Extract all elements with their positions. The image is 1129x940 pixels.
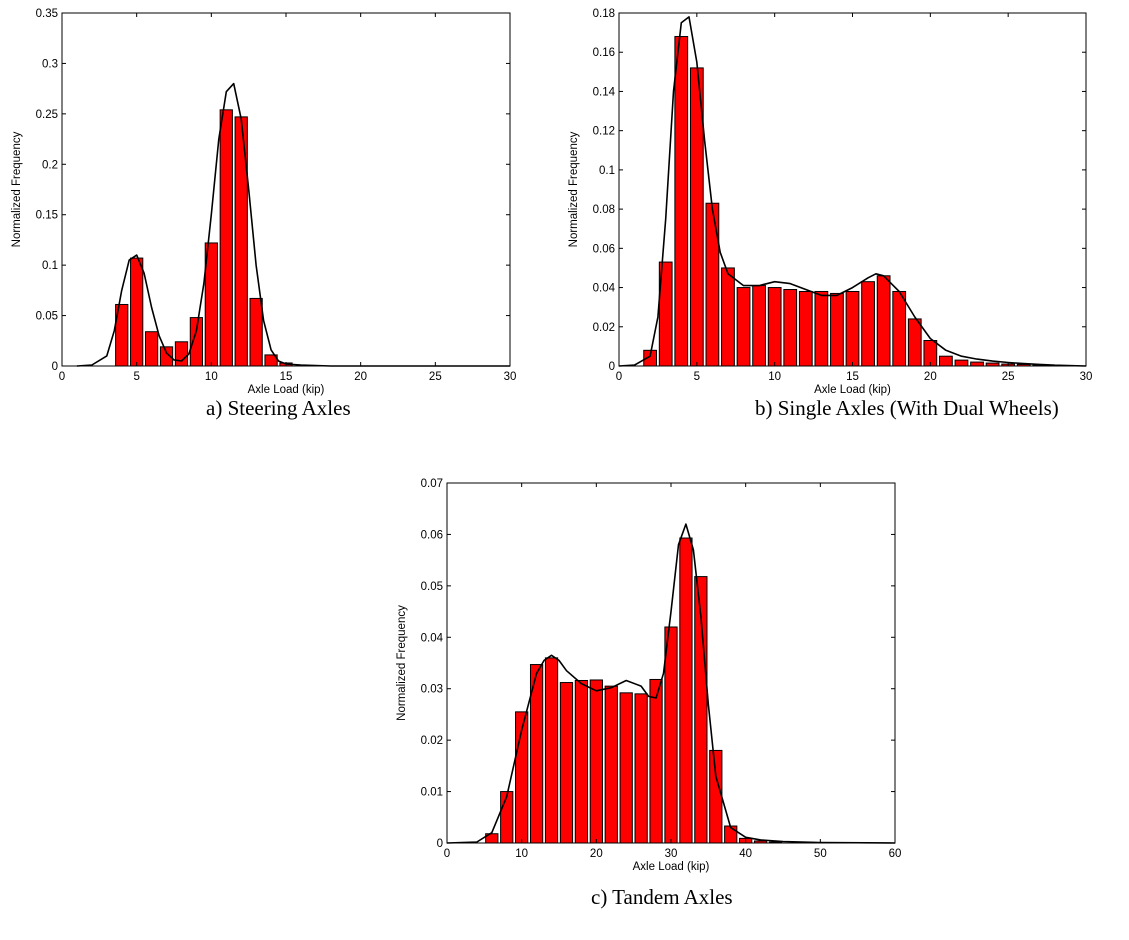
y-tick-label: 0.1	[599, 165, 615, 177]
y-tick-label: 0.2	[42, 159, 58, 171]
y-tick-label: 0.02	[593, 322, 615, 334]
x-tick-label: 10	[205, 371, 218, 383]
histogram-bar	[862, 282, 875, 366]
steering-axles-chart: 0 5 10 15 20 25 30 0 0.05 0.1 0.15 0.2 0.25 0.3 0.35 Ax…	[0, 0, 520, 400]
histogram-bar	[620, 693, 632, 843]
x-axis-label: Axle Load (kip)	[633, 861, 710, 873]
histogram-bar	[131, 258, 143, 366]
y-tick-label: 0.04	[421, 632, 444, 644]
histogram-bar	[590, 680, 602, 843]
panel-tandem-axles: 0 10 20 30 40 50 60 0 0.01 0.02 0.03 0.04 0.05 0.06 0.…	[380, 470, 940, 940]
histogram-bar	[753, 286, 766, 366]
y-tick-label: 0.08	[593, 204, 615, 216]
panel-steering-axles: 0 5 10 15 20 25 30 0 0.05 0.1 0.15 0.2 0.25 0.3 0.35 Ax…	[0, 0, 520, 470]
x-tick-label: 60	[889, 848, 902, 860]
histogram-bar	[722, 268, 735, 366]
histogram-bar	[846, 291, 859, 366]
histogram-bar	[560, 683, 572, 843]
x-tick-label: 0	[59, 371, 65, 383]
y-axis-label: Normalized Frequency	[396, 605, 408, 721]
x-tick-label: 10	[515, 848, 528, 860]
x-tick-label: 0	[444, 848, 450, 860]
x-tick-label: 10	[768, 371, 781, 383]
y-tick-label: 0.06	[593, 243, 615, 255]
y-tick-label: 0.1	[42, 260, 58, 272]
panel-single-axles: 0 5 10 15 20 25 30 0 0.02 0.04 0.06 0.08 0.1 0.12 0.14…	[570, 0, 1129, 470]
y-tick-label: 0.14	[593, 86, 616, 98]
histogram-bar	[908, 319, 921, 366]
histogram-bar	[501, 792, 513, 843]
histogram-bar	[680, 538, 692, 843]
single-axles-chart: 0 5 10 15 20 25 30 0 0.02 0.04 0.06 0.08 0.1 0.12 0.14…	[570, 0, 1129, 400]
histogram-bar	[955, 360, 968, 366]
histogram-bar	[831, 293, 844, 366]
x-tick-label: 20	[924, 371, 937, 383]
caption-tandem-axles: c) Tandem Axles	[591, 885, 733, 910]
y-tick-label: 0.04	[593, 283, 616, 295]
y-axis-label: Normalized Frequency	[568, 131, 580, 247]
histogram-bar	[725, 826, 737, 843]
x-tick-label: 30	[1080, 371, 1093, 383]
histogram-bar	[784, 290, 797, 366]
y-tick-label: 0	[609, 361, 615, 373]
y-tick-label: 0	[52, 361, 58, 373]
x-tick-label: 50	[814, 848, 827, 860]
histogram-bar	[940, 356, 953, 366]
x-tick-label: 5	[133, 371, 139, 383]
histogram-bar	[220, 110, 232, 366]
y-axis-label: Normalized Frequency	[11, 131, 23, 247]
y-tick-label: 0.18	[593, 8, 615, 20]
histogram-bar	[145, 332, 157, 366]
y-tick-label: 0.15	[36, 210, 58, 222]
histogram-bar	[799, 291, 812, 366]
x-tick-label: 5	[694, 371, 700, 383]
y-tick-label: 0.01	[421, 787, 443, 799]
x-tick-label: 20	[590, 848, 603, 860]
x-axis-label: Axle Load (kip)	[248, 384, 325, 396]
histogram-bar	[175, 342, 187, 366]
caption-single-axles: b) Single Axles (With Dual Wheels)	[755, 396, 1059, 421]
x-tick-label: 20	[354, 371, 367, 383]
y-tick-label: 0.02	[421, 735, 443, 747]
y-tick-label: 0.12	[593, 126, 615, 138]
x-tick-label: 25	[429, 371, 442, 383]
histogram-bar	[768, 288, 781, 366]
histogram-bar	[971, 362, 984, 366]
histogram-bar	[650, 679, 662, 843]
tandem-axles-chart: 0 10 20 30 40 50 60 0 0.01 0.02 0.03 0.04 0.05 0.06 0.…	[380, 470, 940, 870]
histogram-bar	[706, 203, 719, 366]
histogram-bar	[575, 680, 587, 843]
x-tick-label: 30	[665, 848, 678, 860]
y-tick-label: 0.3	[42, 58, 58, 70]
y-tick-label: 0.03	[421, 684, 443, 696]
histogram-bar	[250, 298, 262, 366]
x-tick-label: 15	[846, 371, 859, 383]
y-tick-label: 0.05	[36, 311, 58, 323]
y-tick-label: 0.25	[36, 109, 58, 121]
x-tick-label: 40	[739, 848, 752, 860]
histogram-bar	[665, 627, 677, 843]
x-tick-label: 0	[616, 371, 622, 383]
y-tick-label: 0.35	[36, 8, 58, 20]
histogram-bar	[893, 291, 906, 366]
plot-area	[62, 13, 510, 366]
histogram-bar	[605, 686, 617, 843]
histogram-bar	[710, 750, 722, 843]
x-axis-label: Axle Load (kip)	[814, 384, 891, 396]
histogram-bar	[877, 276, 890, 366]
y-tick-label: 0.16	[593, 47, 615, 59]
histogram-bar	[815, 291, 828, 366]
histogram-bar	[675, 37, 688, 366]
histogram-bar	[635, 694, 647, 843]
y-tick-label: 0.07	[421, 478, 443, 490]
x-tick-label: 30	[504, 371, 517, 383]
x-tick-label: 25	[1002, 371, 1015, 383]
histogram-bar	[545, 658, 557, 843]
x-tick-label: 15	[280, 371, 293, 383]
histogram-bar	[737, 288, 750, 366]
y-tick-label: 0.06	[421, 529, 443, 541]
y-tick-label: 0.05	[421, 581, 443, 593]
caption-steering-axles: a) Steering Axles	[206, 396, 351, 421]
y-tick-label: 0	[437, 838, 443, 850]
